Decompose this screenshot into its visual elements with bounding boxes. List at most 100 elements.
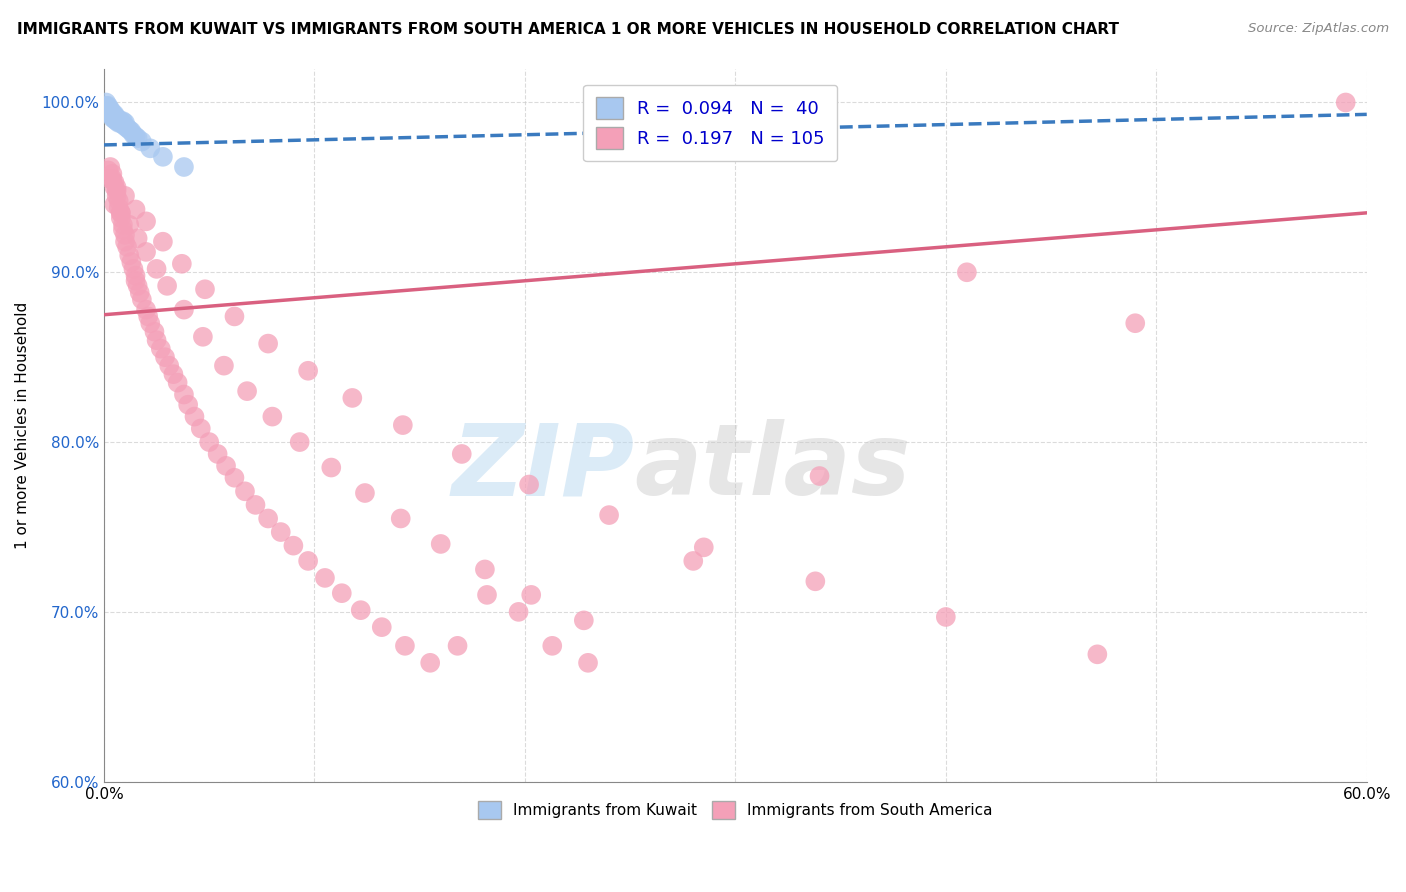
Point [115,120,138,135]
Point [110,116,132,130]
Point [446,639,468,653]
Point [162,367,184,381]
Point [120,124,142,138]
Point [98,160,121,174]
Point [270,524,292,539]
Point [107,116,129,130]
Point [419,656,441,670]
Point [101,109,124,123]
Point [508,605,530,619]
Point [173,160,195,174]
Point [97,103,120,118]
Point [101,172,124,186]
Point [283,539,305,553]
Point [124,274,146,288]
Point [207,447,229,461]
Point [682,554,704,568]
Point [1334,95,1357,110]
Point [98,105,121,120]
Point [808,469,831,483]
Point [392,418,415,433]
Point [297,554,319,568]
Point [105,111,128,125]
Point [97,103,120,117]
Point [389,511,412,525]
Point [935,610,957,624]
Point [127,231,149,245]
Point [107,114,129,128]
Point [166,376,188,390]
Point [170,257,193,271]
Point [124,202,146,217]
Point [135,244,157,259]
Point [103,175,125,189]
Point [297,364,319,378]
Point [288,435,311,450]
Point [149,342,172,356]
Text: ZIP: ZIP [451,419,634,516]
Point [103,197,125,211]
Point [98,172,121,186]
Point [475,588,498,602]
Point [101,111,124,125]
Point [215,458,238,473]
Point [233,484,256,499]
Point [183,409,205,424]
Point [103,112,125,127]
Legend: Immigrants from Kuwait, Immigrants from South America: Immigrants from Kuwait, Immigrants from … [472,795,1000,825]
Point [131,293,153,307]
Point [517,477,540,491]
Point [97,163,120,178]
Point [139,316,162,330]
Point [114,116,136,130]
Point [173,302,195,317]
Text: atlas: atlas [634,419,911,516]
Point [156,278,179,293]
Point [1085,648,1108,662]
Point [262,409,284,424]
Point [429,537,451,551]
Point [122,261,145,276]
Point [136,310,159,324]
Point [450,447,472,461]
Point [120,255,142,269]
Point [98,103,121,117]
Point [101,105,124,120]
Point [103,109,125,123]
Point [98,107,121,121]
Point [245,498,267,512]
Point [103,107,125,121]
Point [114,120,136,134]
Y-axis label: 1 or more Vehicles in Household: 1 or more Vehicles in Household [15,301,30,549]
Point [111,223,134,237]
Text: IMMIGRANTS FROM KUWAIT VS IMMIGRANTS FROM SOUTH AMERICA 1 OR MORE VEHICLES IN HO: IMMIGRANTS FROM KUWAIT VS IMMIGRANTS FRO… [17,22,1119,37]
Point [105,180,128,194]
Point [127,278,149,293]
Point [110,206,132,220]
Point [135,214,157,228]
Point [190,421,212,435]
Point [321,460,343,475]
Point [107,194,129,208]
Point [98,103,121,118]
Point [145,333,167,347]
Point [153,350,176,364]
Point [128,285,150,300]
Point [354,486,377,500]
Point [122,128,145,142]
Point [114,189,136,203]
Point [576,656,599,670]
Point [350,603,373,617]
Point [191,330,214,344]
Point [115,240,138,254]
Point [107,201,129,215]
Point [693,541,716,555]
Point [236,384,259,398]
Point [371,620,394,634]
Point [598,508,620,522]
Point [152,150,174,164]
Point [804,574,827,589]
Point [94,99,117,113]
Point [520,588,543,602]
Point [111,114,134,128]
